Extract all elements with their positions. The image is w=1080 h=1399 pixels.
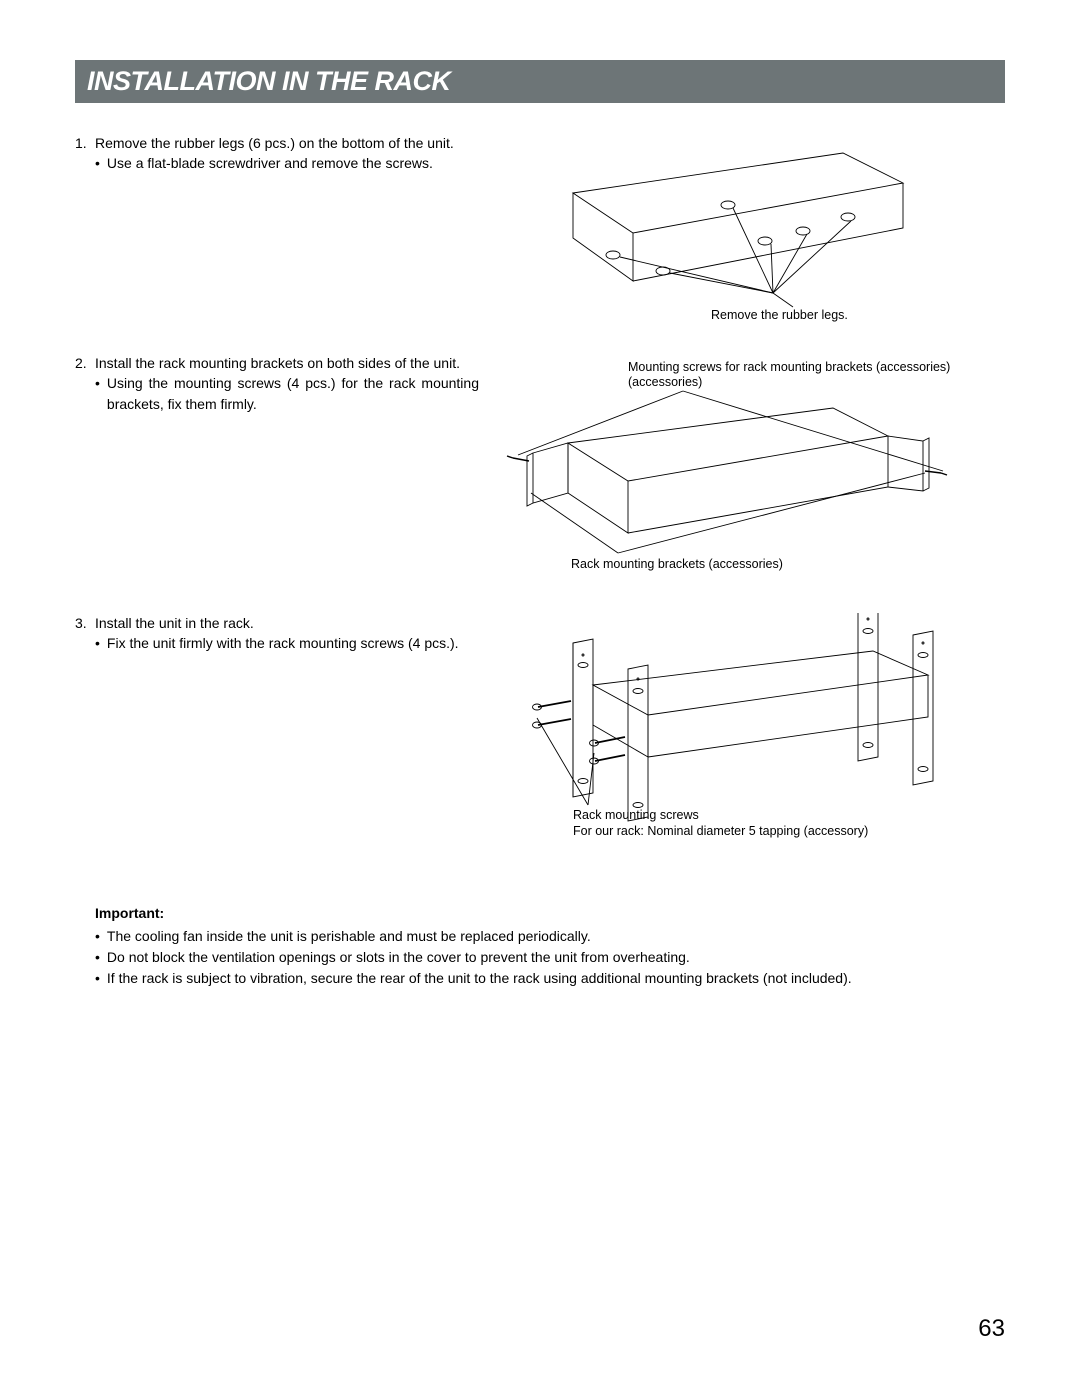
- step-2-number: 2.: [75, 353, 89, 373]
- step-1-figure: Remove the rubber legs.: [493, 133, 1005, 333]
- important-item-2: Do not block the ventilation openings or…: [107, 947, 690, 968]
- rack-install-figure: Rack mounting screws For our rack: Nomin…: [493, 613, 1003, 845]
- page-number: 63: [978, 1315, 1005, 1343]
- step-3: 3. Install the unit in the rack. • Fix t…: [75, 613, 1005, 863]
- title-bar: INSTALLATION IN THE RACK: [75, 60, 1005, 103]
- step-1-body: Remove the rubber legs (6 pcs.) on the b…: [95, 133, 479, 153]
- caption-rack-screws-spec: For our rack: Nominal diameter 5 tapping…: [573, 824, 868, 838]
- step-2-bullet-1: Using the mounting screws (4 pcs.) for t…: [107, 373, 479, 414]
- important-item-1: The cooling fan inside the unit is peris…: [107, 926, 591, 947]
- caption-mounting-screws-2: (accessories): [628, 375, 702, 389]
- bullet-icon: •: [95, 153, 100, 173]
- bullet-icon: •: [95, 633, 100, 653]
- page: INSTALLATION IN THE RACK 1. Remove the r…: [0, 0, 1080, 1029]
- step-3-figure: Rack mounting screws For our rack: Nomin…: [493, 613, 1005, 863]
- step-1-bullet-1: Use a flat-blade screwdriver and remove …: [107, 153, 479, 173]
- important-heading: Important:: [75, 903, 1005, 924]
- bullet-icon: •: [95, 947, 100, 968]
- bullet-icon: •: [95, 926, 100, 947]
- important-block: Important: • The cooling fan inside the …: [75, 903, 1005, 989]
- important-item-3: If the rack is subject to vibration, sec…: [107, 968, 852, 989]
- step-1-text: 1. Remove the rubber legs (6 pcs.) on th…: [75, 133, 479, 333]
- step-3-bullet-1: Fix the unit firmly with the rack mounti…: [107, 633, 479, 653]
- bullet-icon: •: [95, 373, 100, 414]
- step-2-figure: Mounting screws for rack mounting bracke…: [493, 353, 1005, 593]
- caption-brackets: Rack mounting brackets (accessories): [571, 557, 783, 571]
- caption-rack-screws: Rack mounting screws: [573, 808, 699, 822]
- caption-remove-legs: Remove the rubber legs.: [711, 308, 848, 322]
- step-3-number: 3.: [75, 613, 89, 633]
- step-2-body: Install the rack mounting brackets on bo…: [95, 353, 479, 373]
- brackets-figure: Mounting screws for rack mounting bracke…: [493, 353, 993, 585]
- bullet-icon: •: [95, 968, 100, 989]
- step-1: 1. Remove the rubber legs (6 pcs.) on th…: [75, 133, 1005, 333]
- step-2: 2. Install the rack mounting brackets on…: [75, 353, 1005, 593]
- rubber-legs-figure: Remove the rubber legs.: [493, 133, 953, 333]
- caption-mounting-screws: Mounting screws for rack mounting bracke…: [628, 360, 950, 374]
- page-title: INSTALLATION IN THE RACK: [87, 66, 993, 97]
- step-1-number: 1.: [75, 133, 89, 153]
- step-2-text: 2. Install the rack mounting brackets on…: [75, 353, 479, 593]
- step-3-body: Install the unit in the rack.: [95, 613, 479, 633]
- step-3-text: 3. Install the unit in the rack. • Fix t…: [75, 613, 479, 863]
